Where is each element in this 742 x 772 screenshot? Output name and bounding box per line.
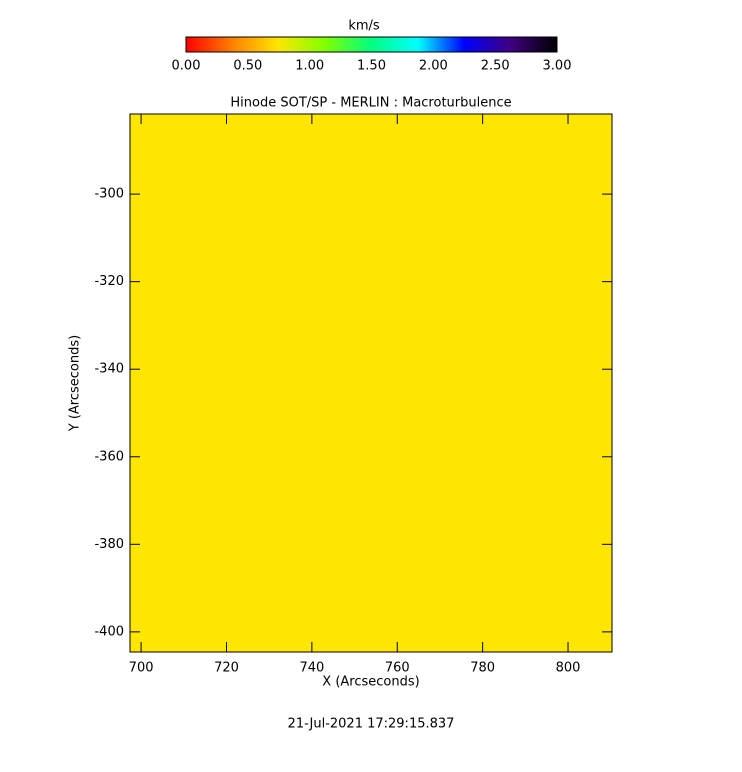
y-tick-label: -300 (94, 187, 124, 202)
footer-date: 21-Jul-2021 17:29:15.837 (288, 717, 455, 732)
colorbar-tick-label: 1.00 (295, 59, 324, 74)
y-tick-label: -360 (94, 449, 124, 464)
y-tick-label: -320 (94, 274, 124, 289)
plot-frame (129, 113, 613, 653)
x-axis-label: X (Arcseconds) (322, 675, 419, 690)
x-tick-label: 760 (385, 661, 410, 676)
x-tick-label: 800 (556, 661, 581, 676)
x-tick-label: 780 (470, 661, 495, 676)
x-tick-label: 740 (299, 661, 324, 676)
colorbar (185, 36, 558, 53)
y-axis-label: Y (Arcseconds) (68, 335, 83, 432)
y-tick-label: -400 (94, 624, 124, 639)
heatmap-cell (130, 114, 612, 652)
colorbar-tick-label: 0.50 (233, 59, 262, 74)
x-tick-label: 700 (129, 661, 154, 676)
colorbar-tick-label: 0.00 (172, 59, 201, 74)
colorbar-label: km/s (348, 19, 380, 34)
colorbar-tick-label: 2.00 (419, 59, 448, 74)
colorbar-tick-label: 2.50 (481, 59, 510, 74)
x-tick-label: 720 (214, 661, 239, 676)
chart-title: Hinode SOT/SP - MERLIN : Macroturbulence (230, 96, 511, 111)
y-tick-label: -380 (94, 537, 124, 552)
colorbar-tick-label: 1.50 (357, 59, 386, 74)
colorbar-tick-label: 3.00 (543, 59, 572, 74)
y-tick-label: -340 (94, 362, 124, 377)
